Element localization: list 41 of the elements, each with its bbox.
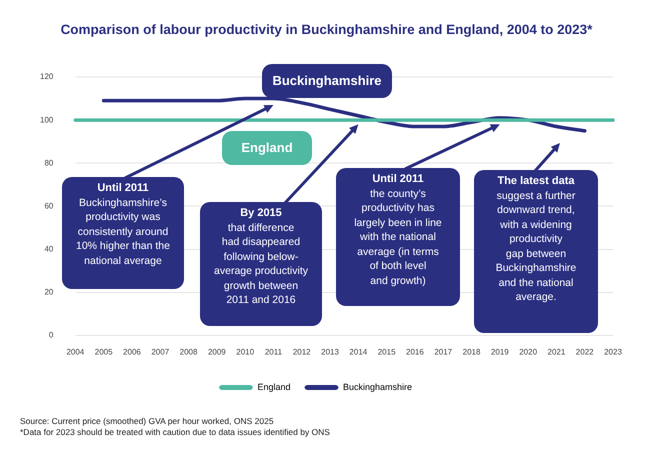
- x-tick-label: 2004: [66, 347, 85, 356]
- x-tick-label: 2011: [264, 347, 283, 356]
- y-tick-label: 40: [44, 244, 54, 254]
- y-tick-label: 60: [44, 201, 54, 210]
- x-tick-label: 2005: [94, 347, 114, 356]
- x-tick-label: 2012: [292, 347, 312, 356]
- x-tick-label: 2008: [180, 347, 198, 356]
- name-tag: Buckinghamshire: [262, 64, 392, 98]
- y-tick-label: 20: [44, 288, 54, 297]
- x-tick-label: 2023: [604, 347, 622, 356]
- x-tick-label: 2010: [236, 347, 255, 356]
- callout: Until 2011 the county’s productivity has largely been in line with the national average (in terms of both level and growth): [336, 168, 460, 306]
- x-tick-label: 2021: [548, 347, 566, 356]
- text: *Data for 2023 should be treated with caution due to data issues identified by ONS: [20, 427, 330, 438]
- x-tick-label: 2019: [490, 347, 510, 356]
- x-tick-label: 2015: [378, 347, 396, 356]
- annotation: Until 2011 the county’s productivity has largely been in line with the national average (in terms of both level and growth): [354, 173, 442, 286]
- annotation: By 2015 that difference had disappeared following below- average productivity growth between 2011 and 2016: [214, 207, 308, 306]
- x-tick-label: 2022: [576, 347, 594, 356]
- name-tag: England: [222, 131, 312, 165]
- callout: The latest data suggest a further downward trend, with a widening productivity gap between Buckinghamshire and the national average.: [474, 170, 598, 333]
- x-tick-label: 2014: [349, 347, 368, 356]
- y-tick-label: 100: [40, 115, 54, 124]
- callout: By 2015 that difference had disappeared following below- average productivity growth between 2011 and 2016: [200, 202, 322, 326]
- x-tick-label: 2017: [434, 347, 453, 356]
- y-tick-label: 80: [44, 158, 54, 168]
- x-tick-label: 2006: [123, 347, 142, 356]
- legend-label: Buckinghamshire: [343, 382, 412, 392]
- source-note: Source: Current price (smoothed) GVA per hour worked, ONS 2025: [20, 416, 275, 427]
- legend-label: England: [257, 382, 290, 392]
- x-tick-label: 2020: [519, 347, 538, 356]
- x-tick-label: 2018: [462, 347, 481, 356]
- x-tick-label: 2013: [321, 347, 340, 356]
- y-tick-label: 120: [40, 72, 54, 82]
- x-tick-label: 2007: [151, 347, 170, 356]
- chart-title: Comparison of labour productivity in Buckinghamshire and England, 2004 to 2023*: [60, 22, 594, 37]
- annotation: Until 2011 Buckinghamshire’s productivity was consistently around 10% higher than the national average: [76, 182, 170, 266]
- callout: Until 2011 Buckinghamshire’s productivity was consistently around 10% higher than the national average: [62, 177, 184, 289]
- x-tick-label: 2009: [208, 347, 226, 356]
- y-tick-label: 0: [48, 330, 54, 340]
- x-tick-label: 2016: [406, 347, 424, 356]
